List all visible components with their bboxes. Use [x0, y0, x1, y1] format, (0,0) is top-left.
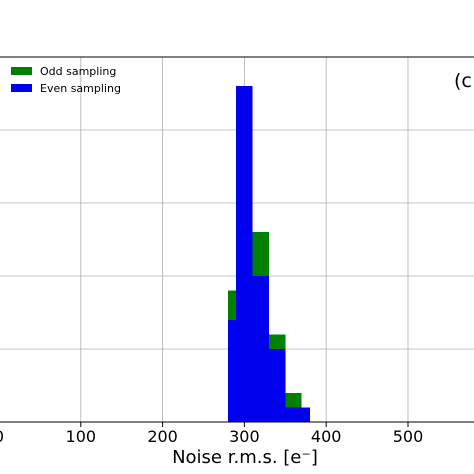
- bar-even-350: [285, 407, 294, 422]
- legend-swatch-odd: [11, 67, 32, 75]
- x-tick-label-1: 100: [66, 427, 97, 446]
- series-even-sampling: [228, 86, 310, 422]
- bar-even-290: [236, 86, 245, 422]
- bar-even-320: [260, 276, 269, 422]
- bar-even-310: [252, 276, 261, 422]
- legend-label-odd: Odd sampling: [40, 65, 116, 78]
- x-tick-label-0: 0: [0, 427, 4, 446]
- panel-label: (c: [454, 70, 472, 92]
- x-tick-label-3: 300: [229, 427, 260, 446]
- legend-label-even: Even sampling: [40, 82, 121, 95]
- x-tick-label-5: 500: [393, 427, 424, 446]
- x-axis-ticks: 0 100 200 300 400 500: [0, 422, 423, 446]
- bar-even-370: [301, 407, 310, 422]
- bar-even-360: [293, 407, 302, 422]
- bar-even-340: [277, 349, 286, 422]
- bar-even-280: [228, 319, 237, 422]
- x-axis-title: Noise r.m.s. [e⁻]: [172, 447, 318, 468]
- bar-even-330: [268, 349, 278, 422]
- bar-even-300: [244, 86, 253, 422]
- x-tick-label-2: 200: [147, 427, 178, 446]
- legend: Odd sampling Even sampling: [11, 65, 121, 95]
- legend-swatch-even: [11, 84, 32, 92]
- x-tick-label-4: 400: [311, 427, 342, 446]
